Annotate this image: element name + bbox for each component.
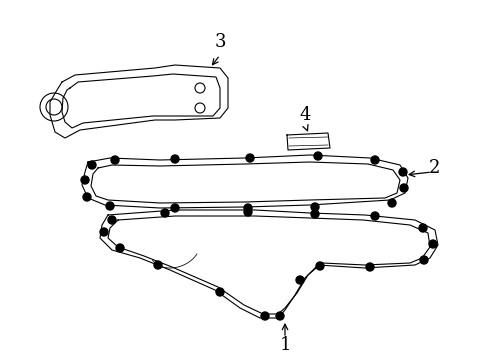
Circle shape [244, 204, 251, 212]
Circle shape [108, 216, 116, 224]
Circle shape [313, 152, 321, 160]
Circle shape [419, 256, 427, 264]
Circle shape [310, 210, 318, 218]
Circle shape [295, 276, 304, 284]
Circle shape [370, 212, 378, 220]
Circle shape [418, 224, 426, 232]
Circle shape [428, 240, 436, 248]
Circle shape [171, 155, 179, 163]
Circle shape [315, 262, 324, 270]
Circle shape [106, 202, 114, 210]
Circle shape [261, 312, 268, 320]
Circle shape [116, 244, 124, 252]
Circle shape [398, 168, 406, 176]
Circle shape [81, 176, 89, 184]
Text: 2: 2 [428, 159, 440, 177]
Text: 4: 4 [299, 106, 310, 124]
Circle shape [387, 199, 395, 207]
Circle shape [370, 156, 378, 164]
Text: 3: 3 [214, 33, 225, 51]
Circle shape [245, 154, 253, 162]
Circle shape [83, 193, 91, 201]
Circle shape [399, 184, 407, 192]
Text: 1: 1 [279, 336, 290, 354]
Circle shape [154, 261, 162, 269]
Circle shape [100, 228, 108, 236]
Circle shape [365, 263, 373, 271]
Circle shape [111, 156, 119, 164]
Circle shape [161, 209, 169, 217]
Circle shape [216, 288, 224, 296]
Circle shape [171, 204, 179, 212]
Circle shape [244, 208, 251, 216]
Circle shape [88, 161, 96, 169]
Circle shape [310, 203, 318, 211]
Circle shape [275, 312, 284, 320]
